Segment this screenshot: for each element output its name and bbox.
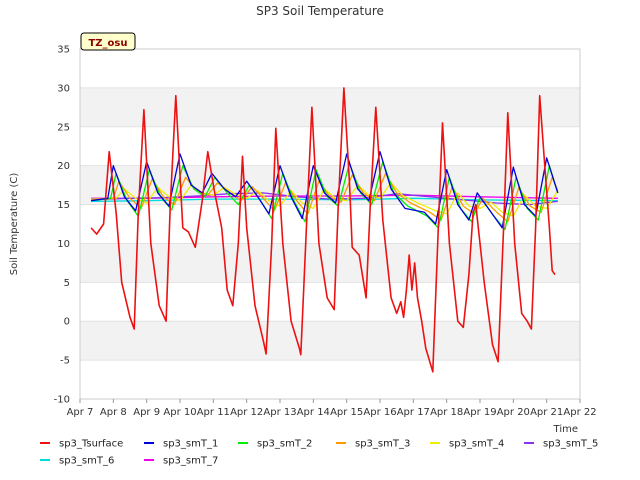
- background-band: [80, 360, 580, 399]
- x-tick-label: Apr 7: [67, 407, 94, 418]
- legend-label: sp3_smT_6: [59, 456, 114, 467]
- y-tick-label: 20: [57, 161, 70, 172]
- y-axis-ticks: -10 -5 0 5 10 15 20 25 30 35: [54, 45, 70, 406]
- legend-label: sp3_Tsurface: [59, 439, 123, 450]
- y-tick-label: 35: [57, 45, 70, 56]
- background-band: [80, 126, 580, 166]
- legend-label: sp3_smT_2: [257, 439, 312, 450]
- legend-label: sp3_smT_1: [163, 439, 218, 450]
- tz-badge: TZ_osu: [80, 32, 136, 51]
- y-tick-label: -5: [60, 356, 70, 367]
- x-tick-label: Apr 17: [397, 407, 430, 418]
- x-tick-label: Apr 18: [430, 407, 463, 418]
- series-line-sp3-tsurface: [90, 87, 556, 373]
- series-layer: [90, 87, 559, 373]
- tz-badge-text: TZ_osu: [88, 38, 127, 49]
- chart-title: SP3 Soil Temperature: [256, 4, 384, 18]
- series-line-sp3-smt-1: [91, 151, 559, 229]
- x-tick-label: Apr 9: [133, 407, 160, 418]
- y-tick-label: 5: [64, 278, 70, 289]
- y-axis-title: Soil Temperature (C): [9, 173, 20, 276]
- y-tick-label: -10: [54, 395, 70, 406]
- legend-label: sp3_smT_7: [163, 456, 218, 467]
- legend-label: sp3_smT_5: [543, 439, 598, 450]
- legend-label: sp3_smT_4: [449, 439, 504, 450]
- x-axis-ticks: Apr 7 Apr 8 Apr 9 Apr 10 Apr 11 Apr 12 Apr 13 A…: [67, 399, 597, 418]
- y-tick-label: 30: [57, 83, 70, 94]
- x-tick-label: Apr 15: [330, 407, 363, 418]
- x-tick-label: Apr 22: [563, 407, 596, 418]
- legend-label: sp3_smT_3: [355, 439, 410, 450]
- x-tick-label: Apr 21: [530, 407, 563, 418]
- tz-badge-box: [80, 32, 136, 51]
- legend: sp3_Tsurface sp3_smT_1 sp3_smT_2 sp3_smT_3 s…: [40, 439, 598, 467]
- x-tick-label: Apr 13: [263, 407, 296, 418]
- plot-background-bands: [80, 49, 580, 399]
- y-tick-label: 10: [57, 239, 70, 250]
- x-tick-label: Apr 12: [230, 407, 263, 418]
- x-tick-label: Apr 11: [197, 407, 230, 418]
- background-band: [80, 204, 580, 244]
- x-tick-label: Apr 16: [363, 407, 396, 418]
- background-band: [80, 321, 580, 361]
- x-tick-label: Apr 20: [497, 407, 530, 418]
- x-tick-label: Apr 14: [297, 407, 330, 418]
- x-tick-label: Apr 8: [100, 407, 127, 418]
- background-band: [80, 49, 580, 88]
- y-tick-label: 25: [57, 122, 70, 133]
- background-band: [80, 87, 580, 127]
- x-tick-label: Apr 19: [463, 407, 496, 418]
- x-axis-title: Time: [553, 424, 578, 435]
- background-band: [80, 243, 580, 283]
- plot-area: [79, 48, 581, 400]
- y-tick-label: 15: [57, 200, 70, 211]
- x-tick-label: Apr 10: [163, 407, 196, 418]
- y-tick-label: 0: [64, 317, 70, 328]
